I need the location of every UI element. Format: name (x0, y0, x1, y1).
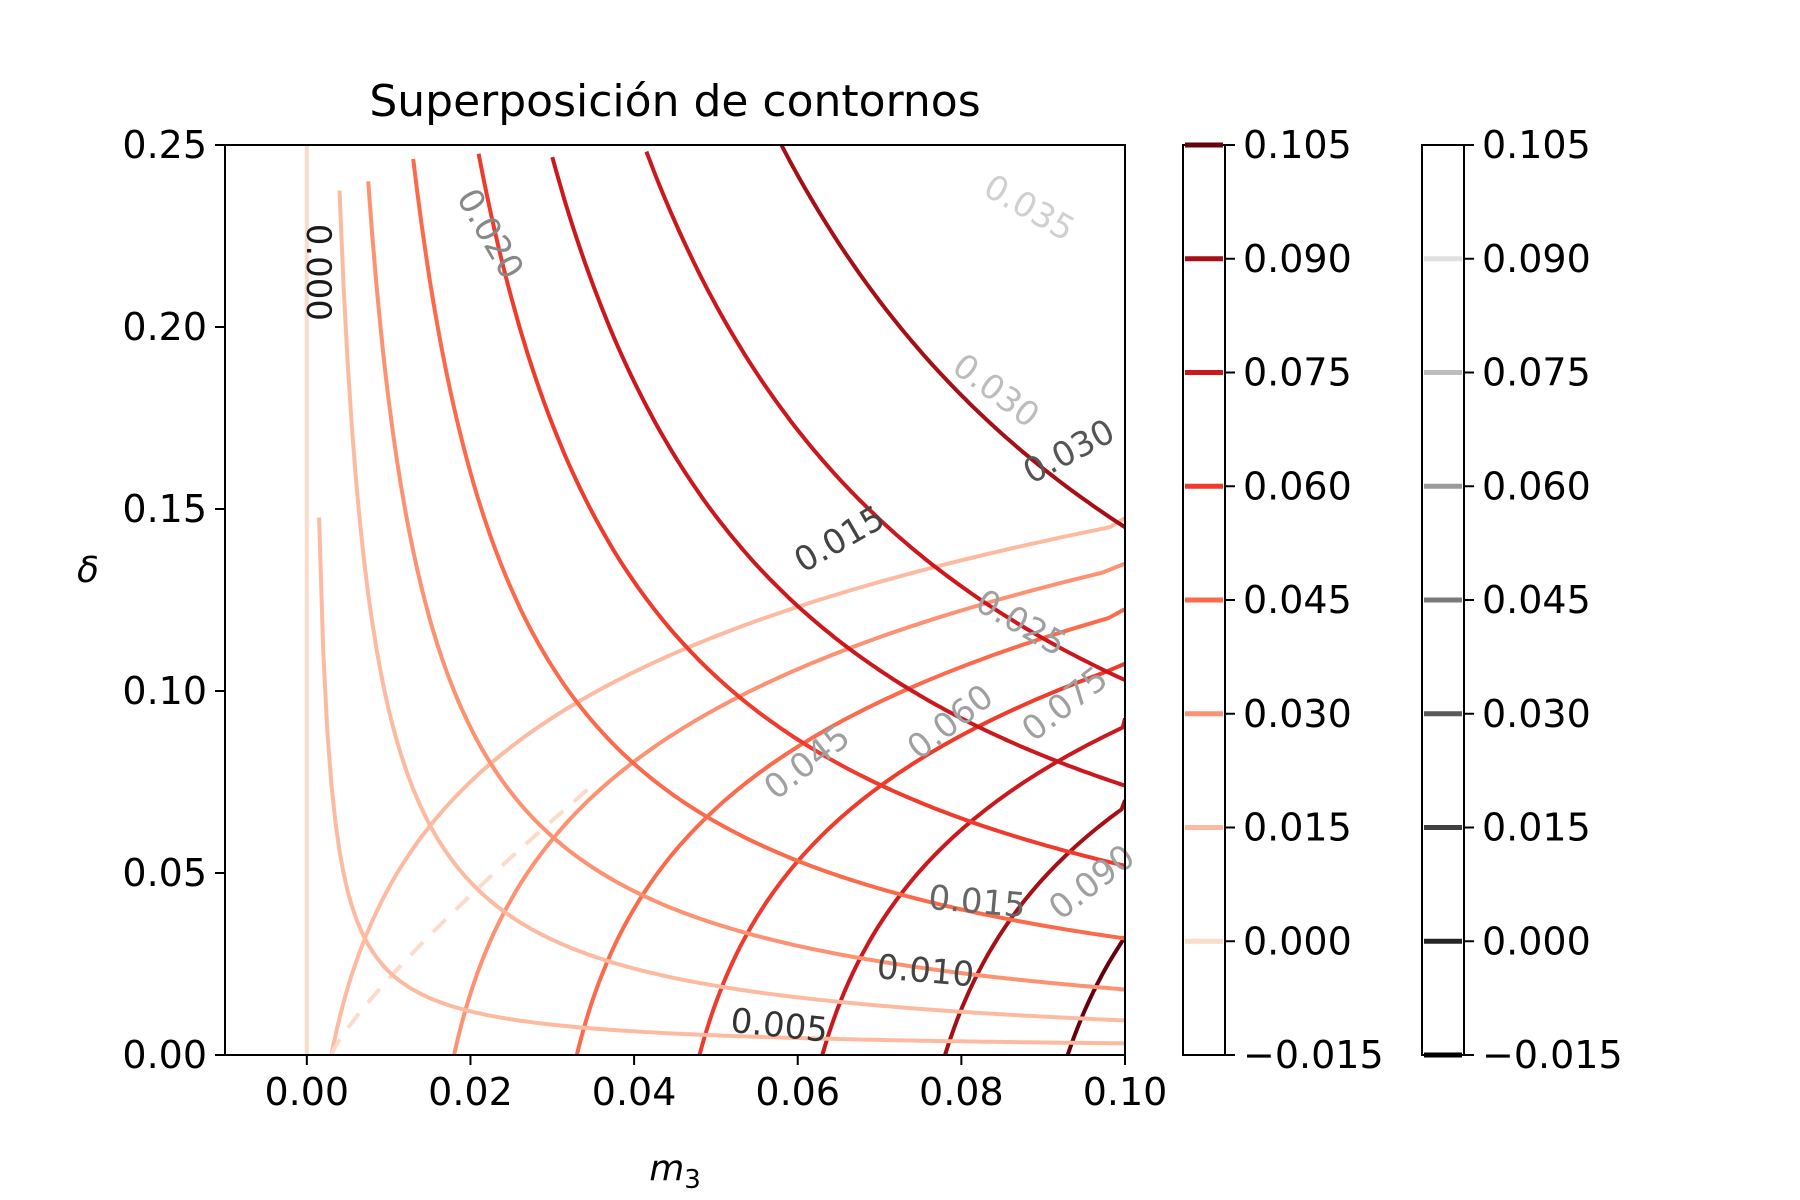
colorbar-greys-tick-label-2: 0.075 (1482, 351, 1591, 395)
contour-lines-7 (779, 145, 1125, 529)
contour-reds-5 (820, 717, 1125, 1055)
contour-lines-5 (550, 156, 1125, 788)
colorbar-reds-tick-label-6: 0.015 (1243, 806, 1352, 850)
y-axis: 0.00 0.05 0.10 0.15 0.20 0.25 (122, 123, 225, 1077)
y-tick-label-5: 0.25 (122, 123, 207, 167)
x-axis: 0.00 0.02 0.04 0.06 0.08 0.10 (265, 1055, 1168, 1114)
colorbar-greys-tick-label-4: 0.045 (1482, 578, 1591, 622)
colorbar-reds-tick-label-4: 0.045 (1243, 578, 1352, 622)
colorbar-reds-tick-label-7: 0.000 (1243, 919, 1352, 963)
contour-reds-2 (452, 561, 1125, 1055)
lines-label-6: 0.030 (945, 346, 1047, 437)
y-tick-label-2: 0.10 (122, 669, 207, 713)
y-tick-label-1: 0.05 (122, 851, 207, 895)
contour-lines-4 (476, 153, 1125, 868)
colorbar-greys: 0.105 0.090 0.075 0.060 0.045 0.030 0.015 0.000… (1421, 123, 1623, 1077)
lines-label-4: 0.020 (448, 182, 531, 286)
colorbar-greys-tick-label-0: 0.105 (1482, 123, 1591, 167)
lines-label-8: 0.035 (977, 167, 1081, 250)
contour-reds-4 (697, 661, 1125, 1055)
x-tick-label-2: 0.04 (592, 1070, 677, 1114)
colorbar-reds-tick-label-3: 0.060 (1243, 464, 1352, 508)
reds-label-0: 0.000 (298, 224, 338, 321)
reds-label-4: 0.090 (1041, 837, 1142, 928)
colorbar-greys-tick-label-7: 0.000 (1482, 919, 1591, 963)
colorbar-reds-tick-label-1: 0.090 (1243, 237, 1352, 281)
y-tick-label-0: 0.00 (122, 1033, 207, 1077)
y-tick-label-3: 0.15 (122, 487, 207, 531)
plot-frame (224, 144, 1126, 1056)
x-tick-label-3: 0.06 (755, 1070, 840, 1114)
colorbar-greys-tick-label-5: 0.030 (1482, 692, 1591, 736)
colorbar-greys-tick-label-8: −0.015 (1482, 1033, 1623, 1077)
contour-lines-3 (411, 158, 1125, 941)
x-tick-label-1: 0.02 (428, 1070, 513, 1114)
colorbar-reds-tick-label-2: 0.075 (1243, 351, 1352, 395)
x-axis-label: m3 (649, 1148, 701, 1195)
lines-label-0: 0.005 (729, 1001, 830, 1051)
x-tick-label-0: 0.00 (265, 1070, 350, 1114)
contour-lines-0 (317, 517, 1125, 1046)
contour-reds-7 (1065, 935, 1125, 1055)
lines-label-3: 0.015 (788, 498, 892, 581)
x-tick-label-4: 0.08 (919, 1070, 1004, 1114)
contour-reds-3 (574, 607, 1125, 1055)
contour-lines-6 (644, 150, 1125, 682)
y-tick-label-4: 0.20 (122, 305, 207, 349)
contour-reds-negative (329, 784, 594, 1055)
contour-lines-2 (366, 181, 1125, 992)
contour-lines-1 (337, 190, 1125, 1023)
x-axis-label-subscript: 3 (684, 1165, 701, 1195)
lines-label-7: 0.030 (1017, 411, 1122, 492)
y-axis-label: δ (77, 550, 99, 591)
chart-title: Superposición de contornos (369, 76, 980, 127)
colorbar-greys-tick-label-1: 0.090 (1482, 237, 1591, 281)
colorbar-greys-tick-label-6: 0.015 (1482, 806, 1591, 850)
colorbar-greys-tick-label-3: 0.060 (1482, 464, 1591, 508)
colorbar-reds-tick-label-8: −0.015 (1243, 1033, 1384, 1077)
x-tick-label-5: 0.10 (1083, 1070, 1168, 1114)
contour-reds-1 (329, 516, 1125, 1055)
contour-lines (304, 145, 1125, 1055)
colorbar-reds-tick-label-0: 0.105 (1243, 123, 1352, 167)
lines-label-1: 0.010 (875, 947, 975, 995)
lines-label-2: 0.015 (927, 878, 1027, 926)
colorbar-reds: 0.105 0.090 0.075 0.060 0.045 0.030 0.015 0.000… (1182, 123, 1384, 1077)
colorbar-reds-tick-label-5: 0.030 (1243, 692, 1352, 736)
